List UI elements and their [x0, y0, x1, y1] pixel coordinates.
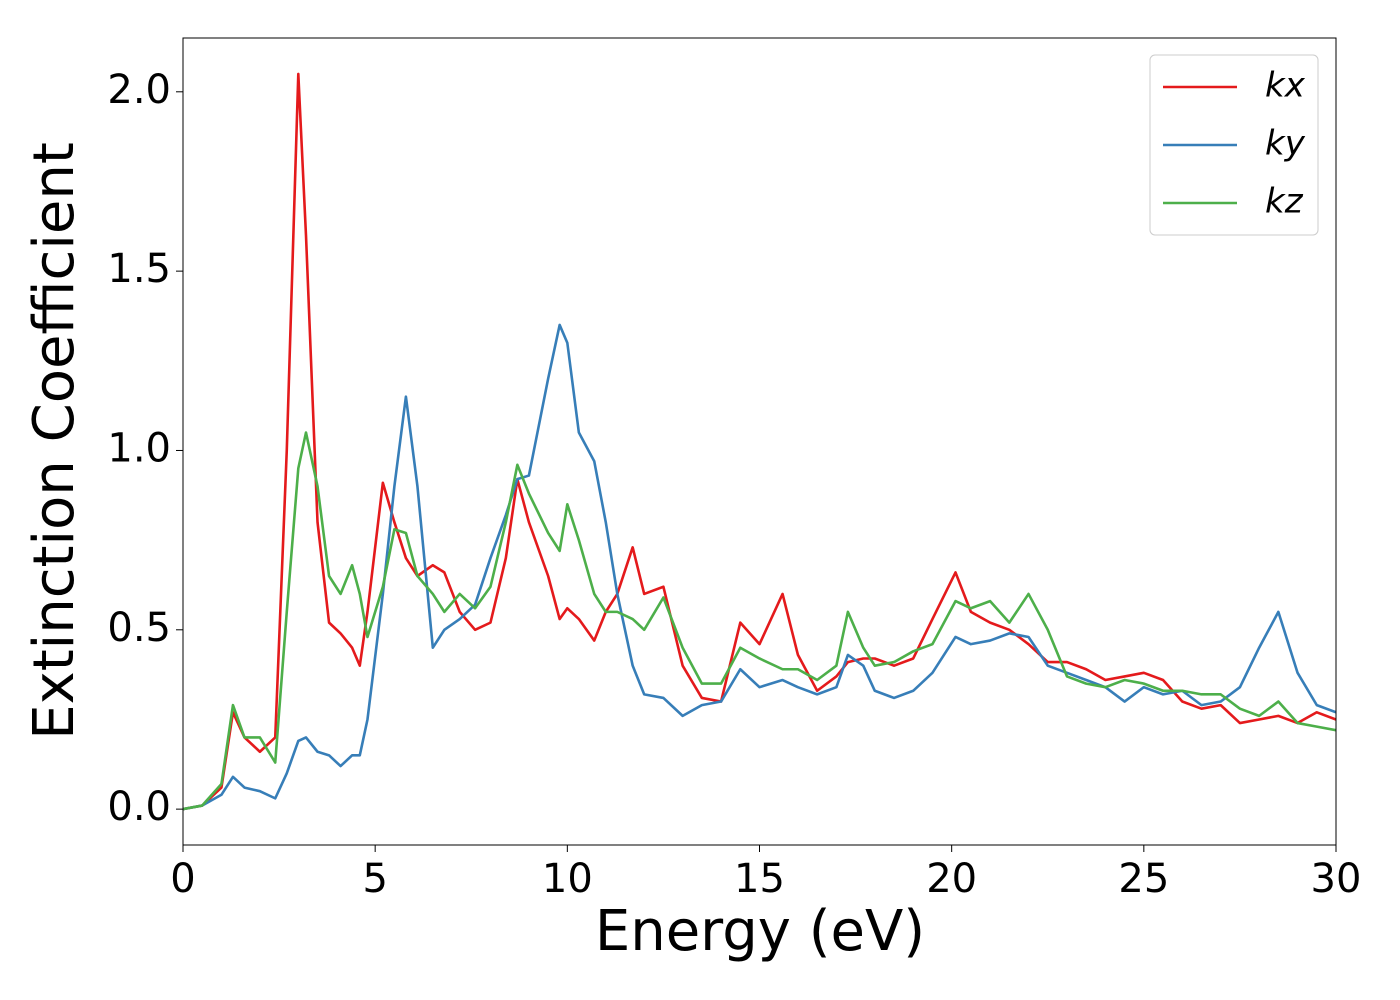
- x-tick-label: 15: [734, 856, 785, 902]
- legend-label: kz: [1265, 182, 1304, 222]
- legend-label: kx: [1265, 66, 1306, 106]
- y-tick-label: 1.0: [107, 425, 171, 471]
- x-tick-label: 20: [926, 856, 977, 902]
- x-tick-label: 30: [1311, 856, 1362, 902]
- x-tick-label: 10: [542, 856, 593, 902]
- x-axis-label: Energy (eV): [595, 899, 925, 964]
- x-tick-label: 0: [170, 856, 195, 902]
- series-line: [183, 431, 1336, 811]
- x-tick-label: 5: [362, 856, 387, 902]
- x-tick-label: 25: [1118, 856, 1169, 902]
- y-axis-label: Extinction Coefficient: [22, 142, 87, 740]
- series-line: [183, 72, 1336, 811]
- y-tick-label: 1.5: [107, 246, 171, 292]
- legend-label: ky: [1265, 124, 1306, 164]
- y-tick-label: 0.0: [107, 784, 171, 830]
- y-tick-label: 0.5: [107, 605, 171, 651]
- y-tick-label: 2.0: [107, 67, 171, 113]
- plot-frame: [182, 37, 1337, 846]
